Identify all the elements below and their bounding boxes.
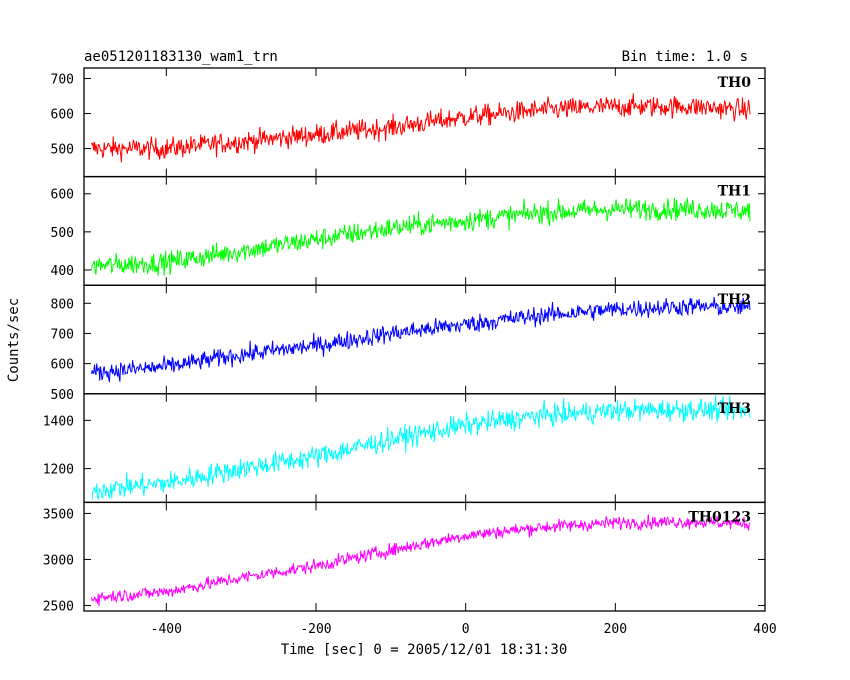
series-line-th0123 <box>91 514 751 607</box>
panel-stack: 500 600 700 TH0 400 500 600 TH1 500 600 700 800 TH2 1… <box>43 67 766 614</box>
y-tick-label: 1200 <box>43 463 74 478</box>
y-tick-label: 3000 <box>43 553 74 568</box>
y-tick-label: 800 <box>51 297 74 312</box>
panel-th0: 500 600 700 TH0 <box>51 67 766 178</box>
y-tick-label: 700 <box>51 327 74 342</box>
y-tick-label: 500 <box>51 226 74 241</box>
channel-label: TH0 <box>718 75 752 91</box>
x-tick-label: 200 <box>604 622 627 637</box>
bin-time-label: Bin time: 1.0 s <box>622 49 748 65</box>
panel-th3: 1200 1400 TH3 <box>43 393 766 504</box>
channel-label: TH2 <box>718 292 751 308</box>
y-tick-label: 600 <box>51 358 74 373</box>
x-axis-label: Time [sec] 0 = 2005/12/01 18:31:30 <box>281 642 568 658</box>
panel-frame <box>83 501 766 612</box>
series-line-th3 <box>91 395 751 500</box>
series-line-th2 <box>91 296 751 383</box>
chart-title: ae051201183130_wam1_trn <box>84 49 278 65</box>
y-tick-label: 2500 <box>43 599 74 614</box>
channel-label: TH1 <box>718 184 751 200</box>
y-tick-label: 600 <box>51 188 74 203</box>
y-tick-label: 500 <box>51 388 74 403</box>
y-tick-label: 1400 <box>43 414 74 429</box>
channel-label: TH0123 <box>688 509 751 525</box>
panel-th1: 400 500 600 TH1 <box>51 175 766 286</box>
panel-th2: 500 600 700 800 TH2 <box>51 284 766 403</box>
y-tick-label: 600 <box>51 108 74 123</box>
x-axis: -400 -200 0 200 400 <box>151 68 777 637</box>
panel-frame <box>83 284 766 395</box>
y-tick-label: 400 <box>51 264 74 279</box>
channel-label: TH3 <box>718 401 751 417</box>
x-tick-label: 400 <box>753 622 776 637</box>
x-tick-label: -200 <box>300 622 331 637</box>
panel-frame <box>83 67 766 178</box>
y-tick-label: 500 <box>51 143 74 158</box>
y-tick-label: 700 <box>51 73 74 88</box>
series-line-th1 <box>91 197 751 276</box>
y-tick-label: 3500 <box>43 507 74 522</box>
series-line-th0 <box>91 93 751 163</box>
x-tick-label: 0 <box>462 622 470 637</box>
panel-th0123: 2500 3000 3500 TH0123 <box>43 501 766 614</box>
y-axis-label: Counts/sec <box>6 298 22 382</box>
x-tick-label: -400 <box>151 622 182 637</box>
